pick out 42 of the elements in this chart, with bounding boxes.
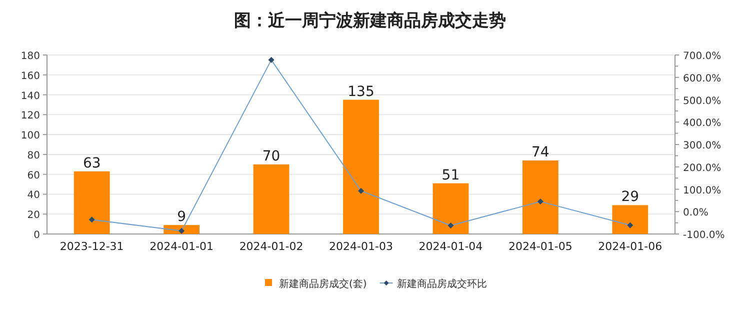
y2-tick-label: 100.0% (683, 185, 722, 196)
y-tick-label: 20 (27, 210, 40, 222)
y2-tick-label: 600.0% (683, 73, 722, 84)
data-label: 135 (348, 84, 374, 100)
x-tick-label: 2024-01-06 (598, 240, 662, 253)
y-tick-label: 140 (20, 90, 40, 102)
y-tick-label: 40 (27, 190, 40, 202)
y2-tick-label: -100.0% (683, 230, 725, 241)
legend-label: 新建商品房成交环比 (396, 278, 487, 290)
legend-label: 新建商品房成交(套) (279, 278, 367, 290)
data-label: 70 (262, 148, 280, 164)
y-tick-label: 80 (27, 150, 40, 162)
y2-tick-label: 0.0% (683, 208, 708, 219)
y-tick-label: 120 (20, 110, 40, 122)
x-tick-label: 2024-01-02 (239, 240, 304, 253)
y-tick-label: 160 (20, 70, 40, 82)
data-label: 29 (621, 189, 640, 206)
y2-tick-label: 300.0% (683, 140, 722, 152)
x-tick-label: 2024-01-03 (329, 240, 393, 253)
data-label: 74 (532, 144, 550, 160)
x-tick-label: 2024-01-04 (418, 240, 483, 253)
y-tick-label: 100 (20, 130, 40, 142)
bar (74, 171, 110, 234)
y-tick-label: 60 (27, 170, 40, 182)
y-tick-label: 180 (20, 51, 40, 62)
bar (253, 164, 290, 234)
data-label: 9 (177, 209, 186, 226)
x-tick-label: 2023-12-31 (60, 240, 124, 253)
bar (432, 183, 469, 234)
data-label: 63 (82, 155, 101, 172)
y-tick-label: 0 (34, 230, 40, 241)
bar (612, 205, 648, 234)
bar (522, 160, 558, 234)
y2-tick-label: 200.0% (683, 162, 722, 174)
bar (343, 100, 379, 234)
x-tick-label: 2024-01-05 (508, 240, 572, 253)
y2-tick-label: 400.0% (683, 118, 722, 130)
chart-title: 图：近一周宁波新建商品房成交走势 (234, 11, 506, 31)
data-label: 51 (442, 167, 460, 184)
y2-tick-label: 500.0% (683, 96, 722, 107)
x-tick-label: 2024-01-01 (150, 240, 214, 253)
y2-tick-label: 700.0% (683, 51, 722, 62)
